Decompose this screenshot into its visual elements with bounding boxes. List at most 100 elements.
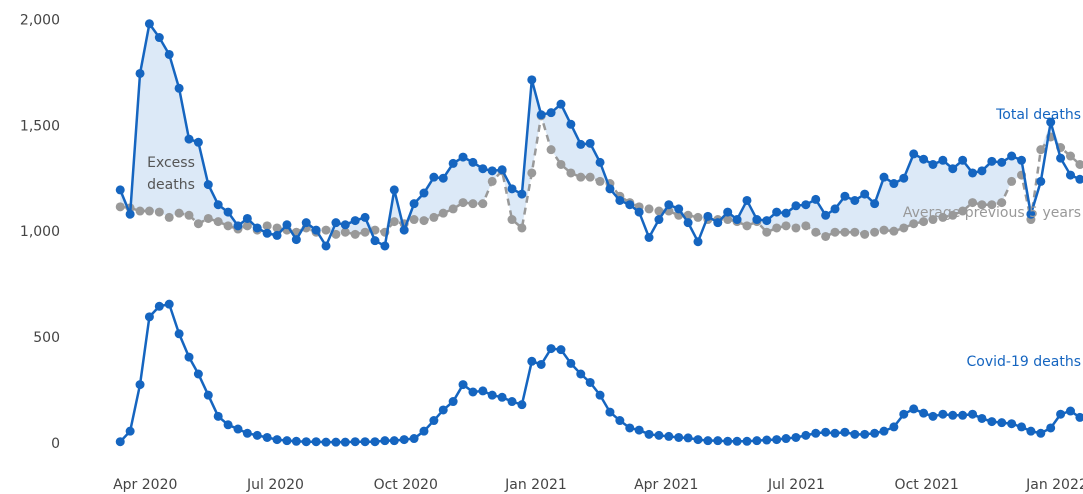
data-point [546,108,556,118]
data-point [321,241,331,251]
x-tick-label: Apr 2021 [634,477,698,493]
data-point [713,218,723,228]
x-tick-label: Jul 2020 [246,477,304,493]
data-point [625,200,635,210]
data-point [791,223,801,233]
data-point [193,369,203,379]
data-point [644,233,654,242]
data-point [791,201,801,211]
data-point [527,356,537,366]
data-point [478,199,488,209]
data-point [938,212,948,222]
data-point [850,429,860,439]
data-point [135,206,145,216]
data-point [331,218,341,228]
data-point [811,194,821,204]
data-point [546,344,556,354]
data-point [683,218,693,228]
data-point [242,428,252,438]
data-point [909,404,919,414]
data-point [860,189,870,199]
data-point [517,400,527,410]
data-point [223,221,233,231]
data-point [1056,153,1066,163]
data-point [958,155,968,165]
data-point [997,198,1007,208]
data-point [419,188,429,198]
data-point [478,386,488,396]
data-point [164,299,174,309]
data-point [634,207,644,217]
data-point [144,312,154,322]
data-point [654,215,664,225]
data-point [644,429,654,439]
data-point [429,172,439,182]
data-point [585,377,595,387]
data-point [870,227,880,237]
data-point [683,433,693,443]
data-point [360,437,370,447]
data-point [507,184,517,194]
data-point [889,226,899,236]
x-tick-label: Jan 2021 [504,477,567,493]
data-point [527,168,537,178]
data-point [115,185,125,195]
data-point [164,49,174,59]
data-point [252,430,262,440]
data-point [987,156,997,166]
data-point [135,68,145,78]
data-point [693,212,703,222]
data-point [801,430,811,440]
data-point [801,221,811,231]
data-point [1017,155,1027,165]
data-point [860,429,870,439]
data-point [380,241,390,251]
data-point [409,434,419,444]
data-point [242,213,252,223]
data-point [282,436,292,446]
data-point [732,215,742,225]
data-point [615,416,625,426]
data-point [340,220,350,230]
data-point [870,428,880,438]
data-point [850,227,860,237]
data-point [948,410,958,420]
data-point [576,139,586,149]
data-point [605,184,615,194]
data-point [419,216,429,226]
data-point [752,215,762,225]
data-point [213,411,223,421]
data-point [321,225,331,235]
data-point [674,432,684,442]
x-tick-label: Jul 2021 [767,477,825,493]
x-tick-label: Oct 2020 [374,477,438,493]
data-point [144,19,154,29]
data-point [811,428,821,438]
data-point [458,152,468,162]
data-point [801,200,811,210]
data-point [595,157,605,167]
data-point [536,110,546,120]
data-point [340,227,350,237]
data-point [1065,151,1075,161]
data-point [566,358,576,368]
data-point [752,436,762,446]
data-point [115,437,125,447]
data-point [879,225,889,235]
data-point [448,204,458,214]
data-point [340,437,350,447]
data-point [174,208,184,218]
data-point [977,200,987,210]
data-point [830,428,840,438]
data-point [938,409,948,419]
data-point [135,380,145,390]
data-point [821,427,831,437]
data-point [487,166,497,176]
data-point [850,195,860,205]
data-point [879,426,889,436]
data-point [556,345,566,355]
data-point [566,168,576,178]
data-point [468,387,478,397]
data-point [821,210,831,220]
